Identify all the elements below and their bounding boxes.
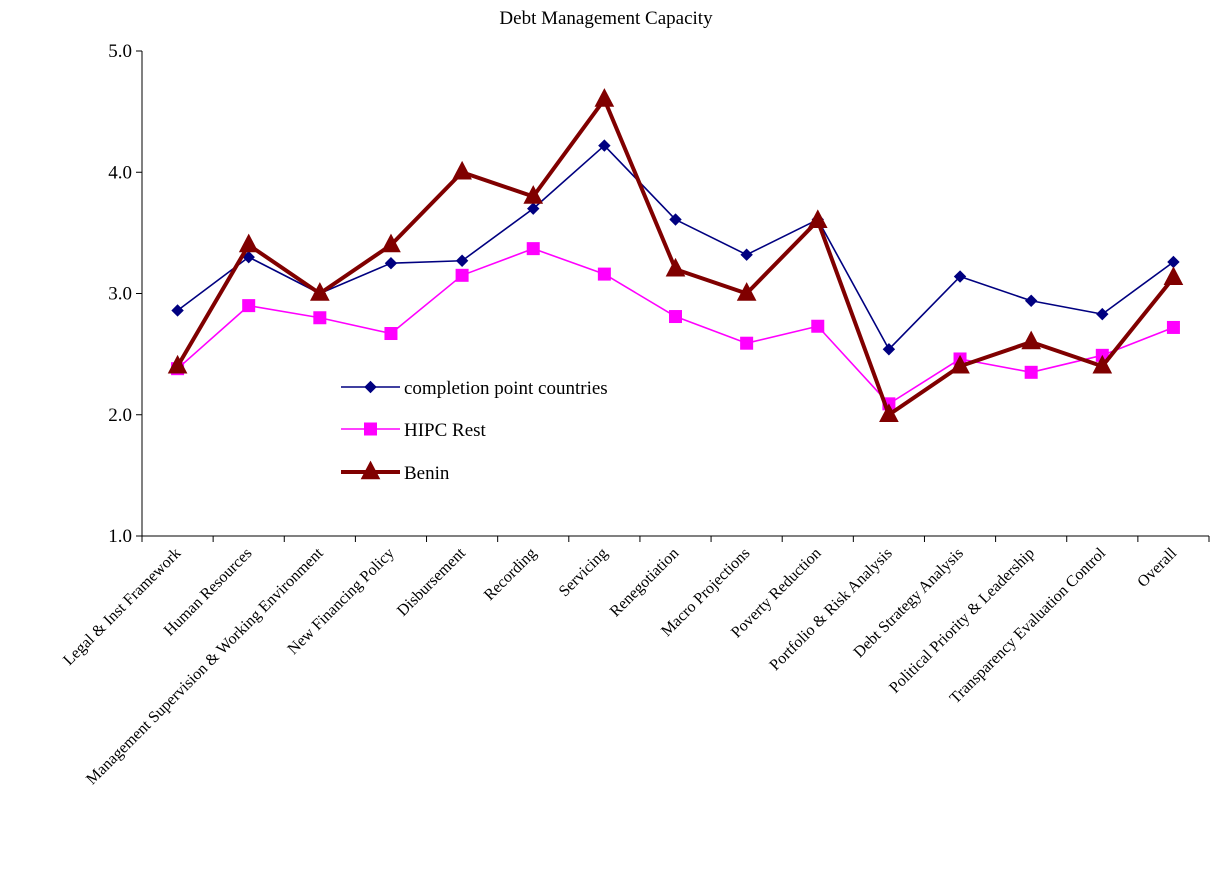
data-point-triangle (879, 403, 899, 422)
y-tick-label: 1.0 (108, 526, 132, 547)
y-tick-label: 5.0 (108, 41, 132, 62)
y-tick-label: 4.0 (108, 162, 132, 183)
data-point-triangle (665, 257, 686, 277)
data-point-triangle (381, 233, 401, 253)
data-point-triangle (594, 88, 615, 107)
x-category-label: Legal & Inst Framework (60, 545, 184, 669)
data-point-diamond (364, 380, 377, 394)
series-square (171, 242, 1180, 411)
series-line (175, 97, 1175, 417)
x-category-label: Portfolio & Risk Analysis (766, 545, 895, 674)
data-point-triangle (1021, 330, 1041, 350)
data-point-diamond (1167, 255, 1180, 269)
y-tick-label: 2.0 (108, 405, 132, 426)
data-point-diamond (455, 254, 469, 267)
data-point-triangle (360, 460, 381, 480)
chart-title: Debt Management Capacity (499, 8, 713, 29)
x-category-label: Political Priority & Leadership (886, 545, 1038, 697)
data-point-square (1166, 320, 1180, 334)
x-category-label: Recording (481, 545, 540, 604)
data-point-square (1024, 365, 1038, 379)
data-point-triangle (1163, 266, 1184, 285)
series-triangle (167, 88, 1184, 422)
x-category-label: Renegotiation (607, 545, 682, 620)
data-point-square (313, 311, 327, 325)
legend-label: HIPC Rest (404, 420, 487, 441)
data-point-diamond (953, 270, 967, 283)
data-point-triangle (167, 354, 188, 374)
data-point-triangle (238, 233, 259, 253)
x-category-label: Overall (1134, 544, 1180, 590)
y-tick-label: 3.0 (108, 284, 132, 305)
data-point-triangle (736, 282, 757, 301)
data-point-square (526, 242, 540, 256)
data-point-diamond (1096, 307, 1109, 321)
data-point-square (740, 336, 754, 350)
x-category-label: Disbursement (394, 544, 469, 619)
data-point-square (669, 310, 682, 324)
data-point-triangle (452, 160, 472, 180)
data-point-triangle (807, 209, 828, 228)
legend-label: Benin (404, 463, 450, 484)
legend-label: completion point countries (404, 378, 608, 399)
data-point-square (364, 422, 377, 436)
data-point-triangle (1092, 354, 1113, 374)
data-point-triangle (523, 185, 544, 204)
data-point-diamond (669, 213, 682, 226)
x-category-label: Management Supervision & Working Environ… (83, 544, 327, 788)
data-point-diamond (1024, 294, 1038, 307)
legend: completion point countries HIPC Rest Benin (341, 378, 608, 484)
data-point-square (242, 299, 256, 313)
data-point-square (597, 267, 611, 281)
x-category-label: Transparency Evaluation Control (947, 544, 1110, 707)
data-point-diamond (242, 250, 255, 264)
data-point-square (384, 327, 398, 341)
data-point-diamond (171, 304, 184, 317)
data-point-diamond (882, 343, 896, 356)
data-point-square (455, 268, 469, 282)
data-point-triangle (950, 354, 970, 374)
data-point-diamond (740, 248, 753, 261)
data-point-diamond (598, 139, 611, 152)
series-layer (167, 88, 1184, 422)
data-point-diamond (384, 256, 398, 270)
x-category-label: Servicing (556, 545, 611, 600)
data-point-square (811, 319, 825, 333)
data-point-diamond (527, 202, 540, 215)
data-point-triangle (310, 282, 330, 301)
